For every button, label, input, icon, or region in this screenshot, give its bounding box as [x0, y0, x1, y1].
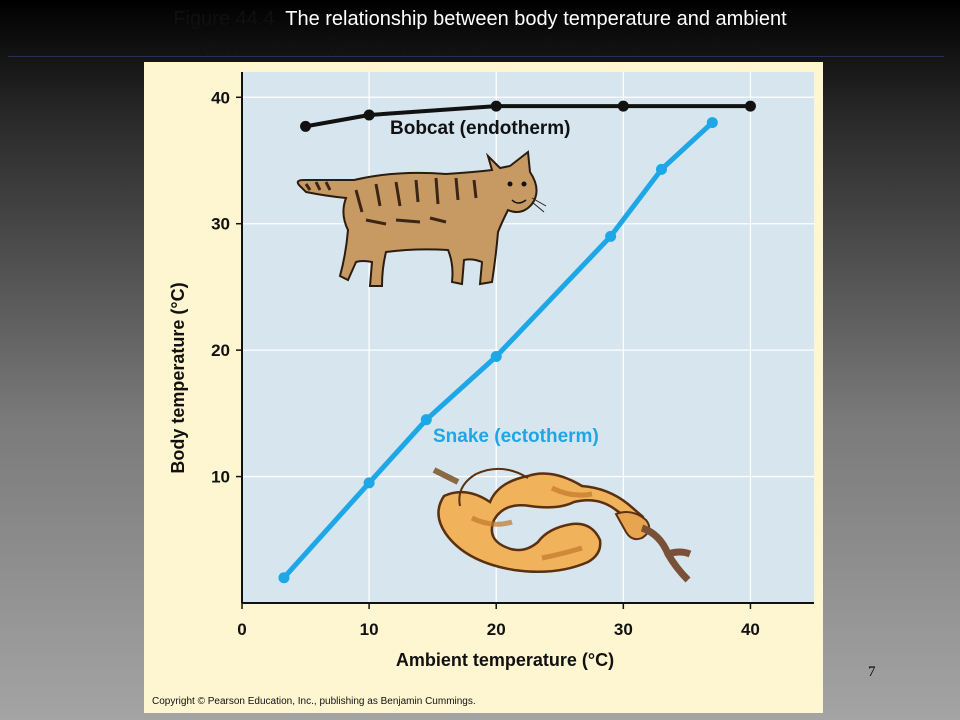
x-tick-label: 20 [487, 620, 506, 639]
axes-layer: 0 10 20 30 40 10 20 30 40 [211, 72, 814, 639]
y-tick-label: 10 [211, 468, 230, 487]
series-layer [278, 100, 756, 584]
series-label-snake: Snake (ectotherm) [433, 426, 599, 447]
title-divider [8, 56, 944, 57]
figure-number: Figure 44.4 [173, 8, 275, 30]
data-point-series-1 [706, 117, 718, 129]
data-point-series-0 [490, 100, 502, 112]
x-tick-label: 30 [614, 620, 633, 639]
x-axis-title: Ambient temperature (°C) [396, 650, 614, 670]
series-label-bobcat: Bobcat (endotherm) [390, 118, 571, 139]
title-line-1: Figure 44.4 The relationship between bod… [0, 6, 960, 32]
data-point-series-1 [605, 230, 617, 242]
data-point-series-1 [655, 163, 667, 175]
x-tick-label: 0 [237, 620, 246, 639]
y-tick-label: 30 [211, 215, 230, 234]
data-point-series-0 [617, 100, 629, 112]
data-point-series-1 [278, 572, 290, 584]
data-point-series-1 [490, 350, 502, 362]
data-point-series-0 [363, 109, 375, 121]
bobcat-icon [296, 150, 547, 287]
data-point-series-0 [300, 120, 312, 132]
y-axis-title: Body temperature (°C) [168, 282, 188, 473]
y-tick-label: 40 [211, 88, 230, 107]
x-tick-label: 10 [360, 620, 379, 639]
copyright-text: Copyright © Pearson Education, Inc., pub… [152, 696, 476, 707]
title-line-2: (environmental) temperature in an ectoth… [198, 34, 762, 56]
snake-icon [432, 467, 692, 583]
data-point-series-1 [363, 477, 375, 489]
slide-title: Figure 44.4 The relationship between bod… [0, 6, 960, 58]
title-main: The relationship between body temperatur… [285, 8, 787, 30]
data-point-series-1 [420, 414, 432, 426]
x-tick-label: 40 [741, 620, 760, 639]
y-tick-label: 20 [211, 341, 230, 360]
data-point-series-0 [744, 100, 756, 112]
page-number: 7 [868, 664, 876, 680]
